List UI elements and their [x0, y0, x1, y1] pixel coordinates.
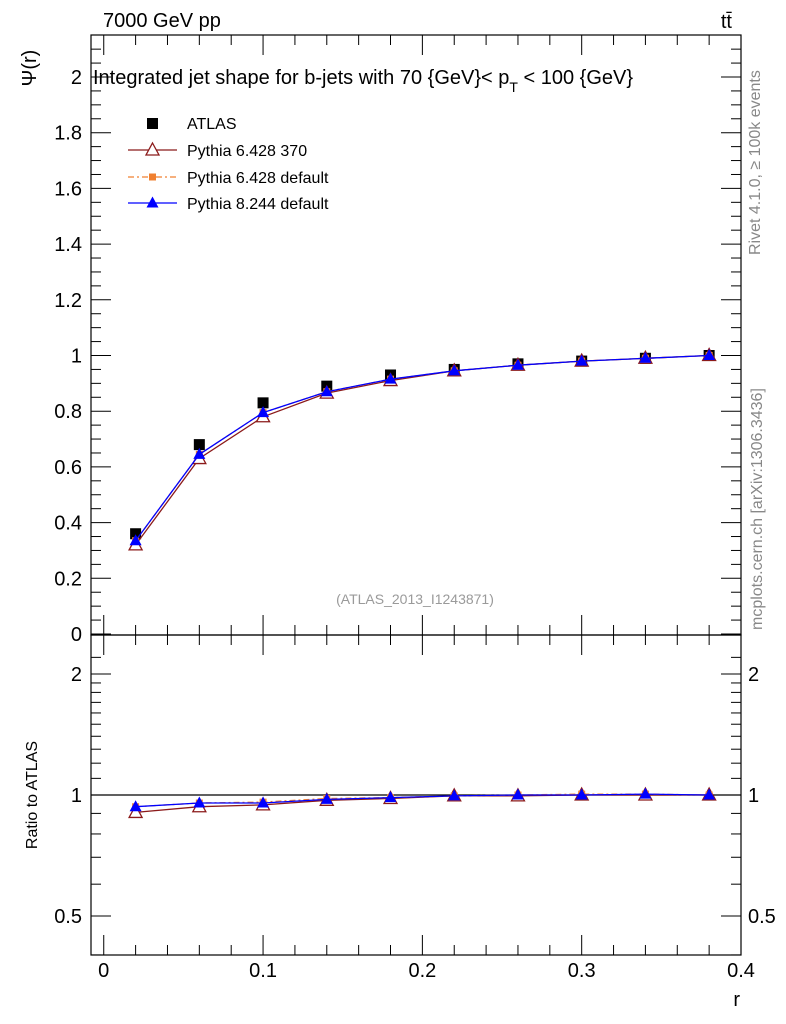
main-point-atlas — [257, 397, 269, 409]
energy-label: 7000 GeV pp — [103, 10, 221, 32]
ratio-ytick-label-right: 0.5 — [748, 906, 776, 928]
ratio-line-pythia8-default — [135, 793, 710, 808]
main-point-pythia8-default — [129, 534, 142, 546]
legend-marker-pythia8-default — [146, 196, 159, 208]
x-tick-label: 0.4 — [727, 960, 755, 982]
ratio-point-pythia8-default — [703, 788, 716, 800]
main-ytick-label: 2 — [71, 67, 82, 89]
analysis-watermark: (ATLAS_2013_I1243871) — [336, 591, 494, 607]
ratio-ytick-label: 1 — [71, 785, 82, 807]
ratio-point-pythia8-default — [448, 789, 461, 801]
ratio-point-pythia8-default — [257, 796, 270, 808]
chart-marks: 0 0.2 0.4 0.6 0.8 1 1.2 1.4 1.6 1.8 2 0 0.1 0.2 0.3 0.4… — [54, 35, 776, 982]
ratio-point-pythia8-default — [384, 791, 397, 803]
main-point-atlas — [193, 439, 205, 451]
ratio-ylabel: Ratio to ATLAS — [24, 741, 41, 849]
main-ytick-label: 0.2 — [54, 568, 82, 590]
ratio-point-pythia8-default — [639, 787, 652, 799]
main-point-pythia8-default — [257, 406, 270, 418]
ratio-ytick-label: 2 — [71, 664, 82, 686]
main-point-pythia8-default — [193, 447, 206, 459]
ratio-line-pythia6-370 — [135, 794, 710, 814]
x-tick-label: 0.3 — [568, 960, 596, 982]
ratio-ytick-label: 0.5 — [54, 906, 82, 928]
main-line-pythia6-370 — [135, 354, 710, 546]
main-point-pythia8-default — [639, 351, 652, 363]
ratio-point-pythia8-default — [320, 792, 333, 804]
main-point-pythia8-default — [384, 372, 397, 384]
ratio-line-pythia6-default — [135, 793, 710, 808]
process-label: tt̄ — [721, 11, 733, 33]
main-point-pythia8-default — [320, 385, 333, 397]
main-ytick-label: 0.4 — [54, 513, 82, 535]
legend-label-pythia6-370: Pythia 6.428 370 — [187, 143, 307, 160]
ratio-point-pythia8-default — [129, 800, 142, 812]
main-point-pythia8-default — [511, 358, 524, 370]
x-tick-label: 0.2 — [408, 960, 436, 982]
legend-entry-pythia6-default: Pythia 6.428 default — [128, 170, 329, 187]
main-point-pythia8-default — [575, 354, 588, 366]
main-ytick-label: 0.8 — [54, 401, 82, 423]
main-ytick-label: 1.8 — [54, 123, 82, 145]
main-title-subscript: T — [509, 79, 518, 95]
main-ylabel: Ψ(r) — [19, 50, 41, 87]
legend-entry-pythia8-default: Pythia 8.244 default — [128, 196, 329, 213]
main-line-pythia8-default — [135, 354, 710, 542]
main-point-atlas — [130, 528, 142, 540]
main-ytick-label: 0.6 — [54, 457, 82, 479]
main-point-pythia8-default — [703, 349, 716, 360]
mcplots-label: mcplots.cern.ch [arXiv:1306.3436] — [749, 388, 766, 630]
ratio-point-pythia8-default — [193, 796, 206, 808]
main-line-pythia6-default — [135, 354, 710, 542]
main-ytick-label: 1.6 — [54, 178, 82, 200]
legend-entry-atlas: ATLAS — [147, 116, 237, 133]
x-tick-label: 0 — [98, 960, 109, 982]
main-title: Integrated jet shape for b-jets with 70 … — [93, 67, 633, 95]
main-ytick-label: 1.4 — [54, 234, 82, 256]
main-title-text: Integrated jet shape for b-jets with 70 … — [93, 67, 509, 89]
main-ytick-label: 0 — [71, 624, 82, 646]
ratio-point-pythia6-370 — [128, 804, 144, 819]
legend-marker-pythia6-default — [149, 173, 156, 181]
legend-label-atlas: ATLAS — [187, 116, 237, 133]
legend: ATLAS Pythia 6.428 370 Pythia 6.428 defa… — [128, 116, 329, 213]
ratio-point-pythia8-default — [575, 788, 588, 800]
ratio-point-pythia8-default — [511, 788, 524, 800]
legend-entry-pythia6-370: Pythia 6.428 370 — [128, 141, 307, 160]
legend-marker-pythia6-370 — [144, 141, 161, 156]
ratio-ytick-label-right: 1 — [748, 785, 759, 807]
rivet-label: Rivet 4.1.0, ≥ 100k events — [747, 70, 764, 255]
x-axis-label: r — [733, 989, 740, 1011]
legend-label-pythia8-default: Pythia 8.244 default — [187, 196, 329, 213]
main-ytick-label: 1.2 — [54, 290, 82, 312]
ratio-ytick-label-right: 2 — [748, 664, 759, 686]
legend-label-pythia6-default: Pythia 6.428 default — [187, 170, 329, 187]
main-title-tail: < 100 {GeV} — [518, 67, 633, 89]
x-tick-label: 0.1 — [249, 960, 277, 982]
legend-marker-atlas — [147, 118, 158, 129]
main-point-pythia8-default — [448, 364, 461, 376]
main-ytick-label: 1 — [71, 346, 82, 368]
